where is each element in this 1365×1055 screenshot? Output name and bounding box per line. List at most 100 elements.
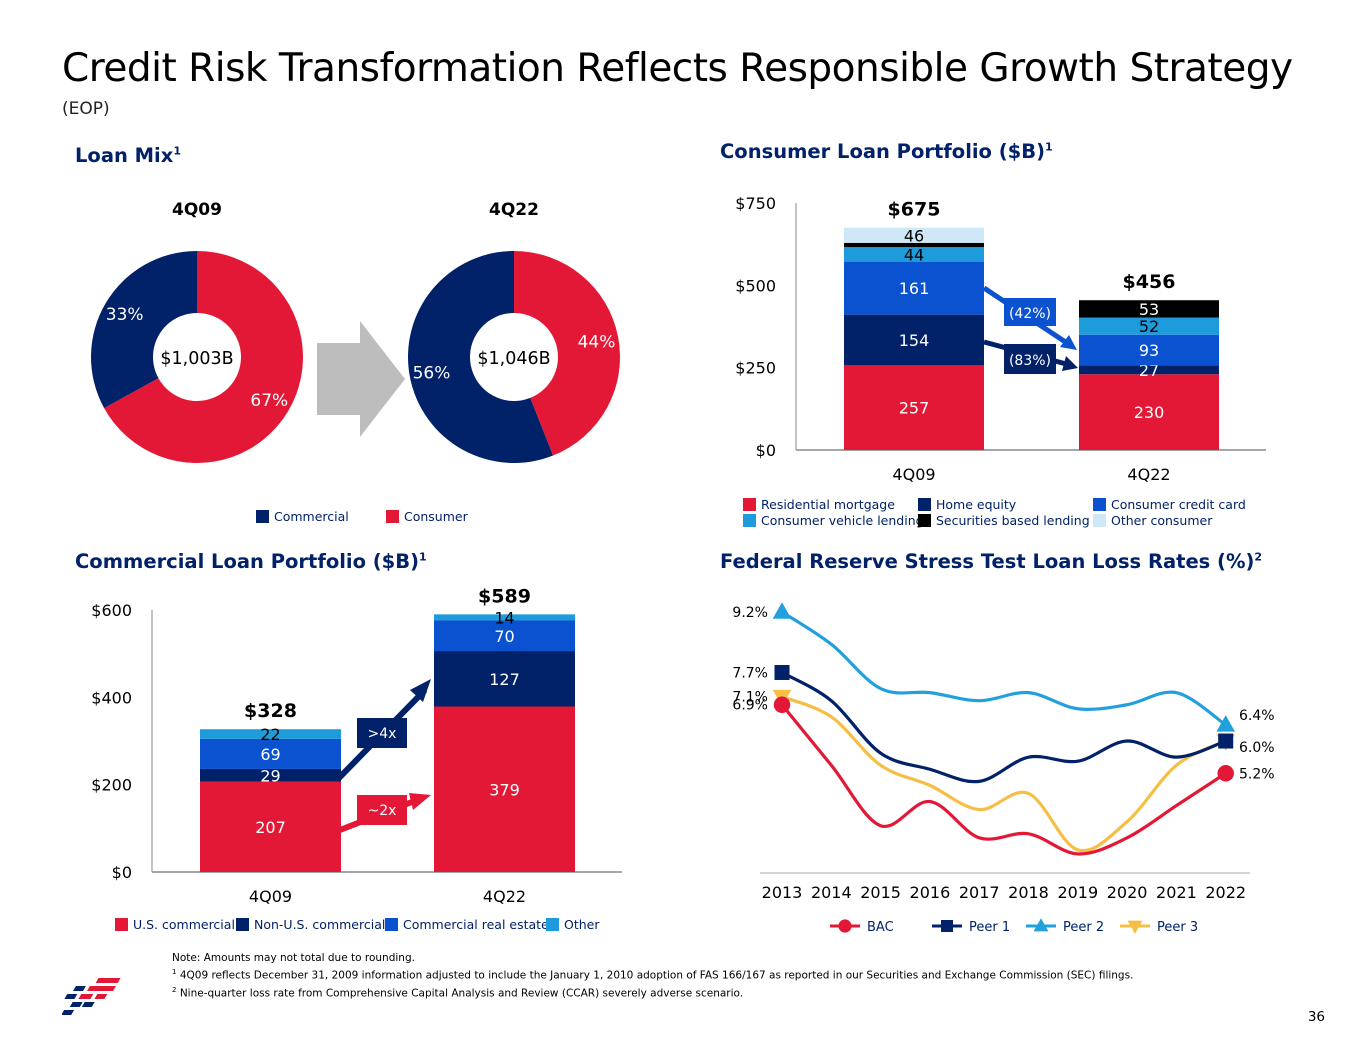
bar-segment-label: 69 <box>260 745 280 764</box>
donut-slice-label: 44% <box>578 332 616 352</box>
bar-segment-label: 154 <box>899 331 930 350</box>
marker-square-icon <box>941 920 953 932</box>
page-title: Credit Risk Transformation Reflects Resp… <box>62 46 1293 91</box>
marker-triangle-icon <box>1216 715 1235 732</box>
bar-segment-label: 52 <box>1139 317 1159 336</box>
footnotes: Note: Amounts may not total due to round… <box>172 951 1133 1000</box>
donut-slice-label: 67% <box>250 391 288 411</box>
loan-mix-chart: 4Q09 67% 33% $1,003B 4Q22 44% 56% $1,046B <box>91 200 620 463</box>
bar-segment-label: 44 <box>904 245 924 264</box>
legend-consumer-vehicle-lending: Consumer vehicle lending <box>743 513 924 528</box>
marker-circle-icon <box>773 696 791 713</box>
change-badge-label: ~2x <box>368 803 397 819</box>
loan-mix-title: Loan Mix1 <box>75 144 181 167</box>
bar-segment <box>1079 365 1219 375</box>
page-number: 36 <box>1307 1009 1325 1025</box>
bar-segment-label: 93 <box>1139 341 1159 360</box>
marker-square-icon <box>774 664 790 680</box>
marker-circle-icon <box>838 919 852 933</box>
donut-total-label: $1,046B <box>477 349 550 369</box>
x-tick-label: 2021 <box>1156 883 1197 902</box>
x-tick-label: 2014 <box>811 883 852 902</box>
legend-consumer: Consumer <box>386 509 468 524</box>
bar-segment <box>200 738 341 769</box>
change-badge-label: (83%) <box>1009 353 1051 369</box>
donut-period-label: 4Q22 <box>489 200 539 220</box>
bar-segment-label: 14 <box>494 608 514 627</box>
x-tick-label: 2017 <box>959 883 1000 902</box>
donut-slice-commercial <box>407 251 554 463</box>
donut-period-label: 4Q09 <box>172 200 222 220</box>
bar-segment-label: 53 <box>1139 300 1159 319</box>
x-tick-label: 4Q09 <box>892 465 935 484</box>
stress-test-line-chart: 2013 2014 2015 2016 2017 2018 2019 2020 2021 2022… <box>732 602 1275 935</box>
legend-consumer-credit-card: Consumer credit card <box>1093 497 1246 512</box>
x-tick-label: 2020 <box>1107 883 1148 902</box>
y-tick-label: $0 <box>756 441 776 460</box>
change-badge <box>1004 298 1056 326</box>
legend-label: Peer 1 <box>969 920 1010 935</box>
bar-total-label: $675 <box>888 199 941 221</box>
y-tick-label: $200 <box>91 776 132 795</box>
start-value-label: 9.2% <box>732 605 768 621</box>
series-line-peer-1 <box>781 671 1227 784</box>
legend-residential-mortgage: Residential mortgage <box>743 497 895 512</box>
bar-segment-label: 22 <box>260 725 280 744</box>
bank-flag-logo <box>62 978 121 1015</box>
marker-down-triangle-icon <box>1127 920 1143 934</box>
y-tick-label: $250 <box>735 359 776 378</box>
change-badge <box>357 795 407 825</box>
footnote-1: 1 4Q09 reflects December 31, 2009 inform… <box>172 968 1134 982</box>
x-tick-label: 4Q22 <box>1127 465 1170 484</box>
bar-segment-label: 257 <box>899 399 930 418</box>
bar-segment-label: 207 <box>255 818 286 837</box>
bar-segment <box>434 620 575 652</box>
page-subtitle: (EOP) <box>62 99 110 119</box>
bar-segment-label: 230 <box>1134 403 1165 422</box>
end-value-label: 6.4% <box>1239 708 1275 724</box>
arrow-head-icon <box>1062 356 1078 371</box>
change-badge-label: (42%) <box>1009 306 1051 322</box>
legend-non-us-commercial: Non-U.S. commercial <box>236 917 385 932</box>
bar-segment <box>844 261 984 315</box>
bar-total-label: $328 <box>244 700 297 722</box>
bar-segment-label: 46 <box>904 226 924 245</box>
donut-total-label: $1,003B <box>160 349 233 369</box>
x-tick-label: 4Q22 <box>483 887 526 906</box>
y-tick-label: $600 <box>91 601 132 620</box>
bar-segment <box>1079 334 1219 366</box>
x-tick-label: 4Q09 <box>249 887 292 906</box>
transition-arrow-icon <box>317 321 405 437</box>
footnote-2: 2 Nine-quarter loss rate from Comprehens… <box>172 985 744 1000</box>
legend-label: BAC <box>867 920 894 935</box>
y-tick-label: $400 <box>91 688 132 707</box>
marker-circle-icon <box>1217 765 1234 782</box>
arrow-head-icon <box>409 793 431 810</box>
y-tick-label: $500 <box>735 276 776 295</box>
bar-segment <box>200 781 341 872</box>
legend-label: Peer 2 <box>1063 920 1104 935</box>
x-tick-label: 2018 <box>1008 883 1049 902</box>
start-value-label: 7.7% <box>732 665 768 681</box>
legend-other-consumer: Other consumer <box>1093 513 1212 528</box>
bar-segment <box>200 768 341 782</box>
donut-slice-commercial <box>91 251 197 409</box>
bar-segment <box>1079 300 1219 318</box>
legend-us-commercial: U.S. commercial <box>115 917 235 932</box>
bar-segment-label: 29 <box>260 766 280 785</box>
bar-segment <box>844 247 984 262</box>
bar-segment <box>844 242 984 248</box>
marker-square-icon <box>1218 733 1234 749</box>
bar-total-label: $456 <box>1123 271 1176 293</box>
legend-home-equity: Home equity <box>918 497 1016 512</box>
bar-total-label: $589 <box>478 585 531 607</box>
change-badge <box>1004 344 1056 374</box>
start-value-label: 7.1% <box>732 690 768 706</box>
commercial-portfolio-title: Commercial Loan Portfolio ($B)1 <box>75 550 427 573</box>
series-line-bac <box>780 703 1227 856</box>
series-line-peer-2 <box>781 610 1227 727</box>
end-value-label: 6.0% <box>1239 740 1275 756</box>
bar-segment <box>844 314 984 366</box>
end-value-label: 5.2% <box>1239 766 1275 782</box>
